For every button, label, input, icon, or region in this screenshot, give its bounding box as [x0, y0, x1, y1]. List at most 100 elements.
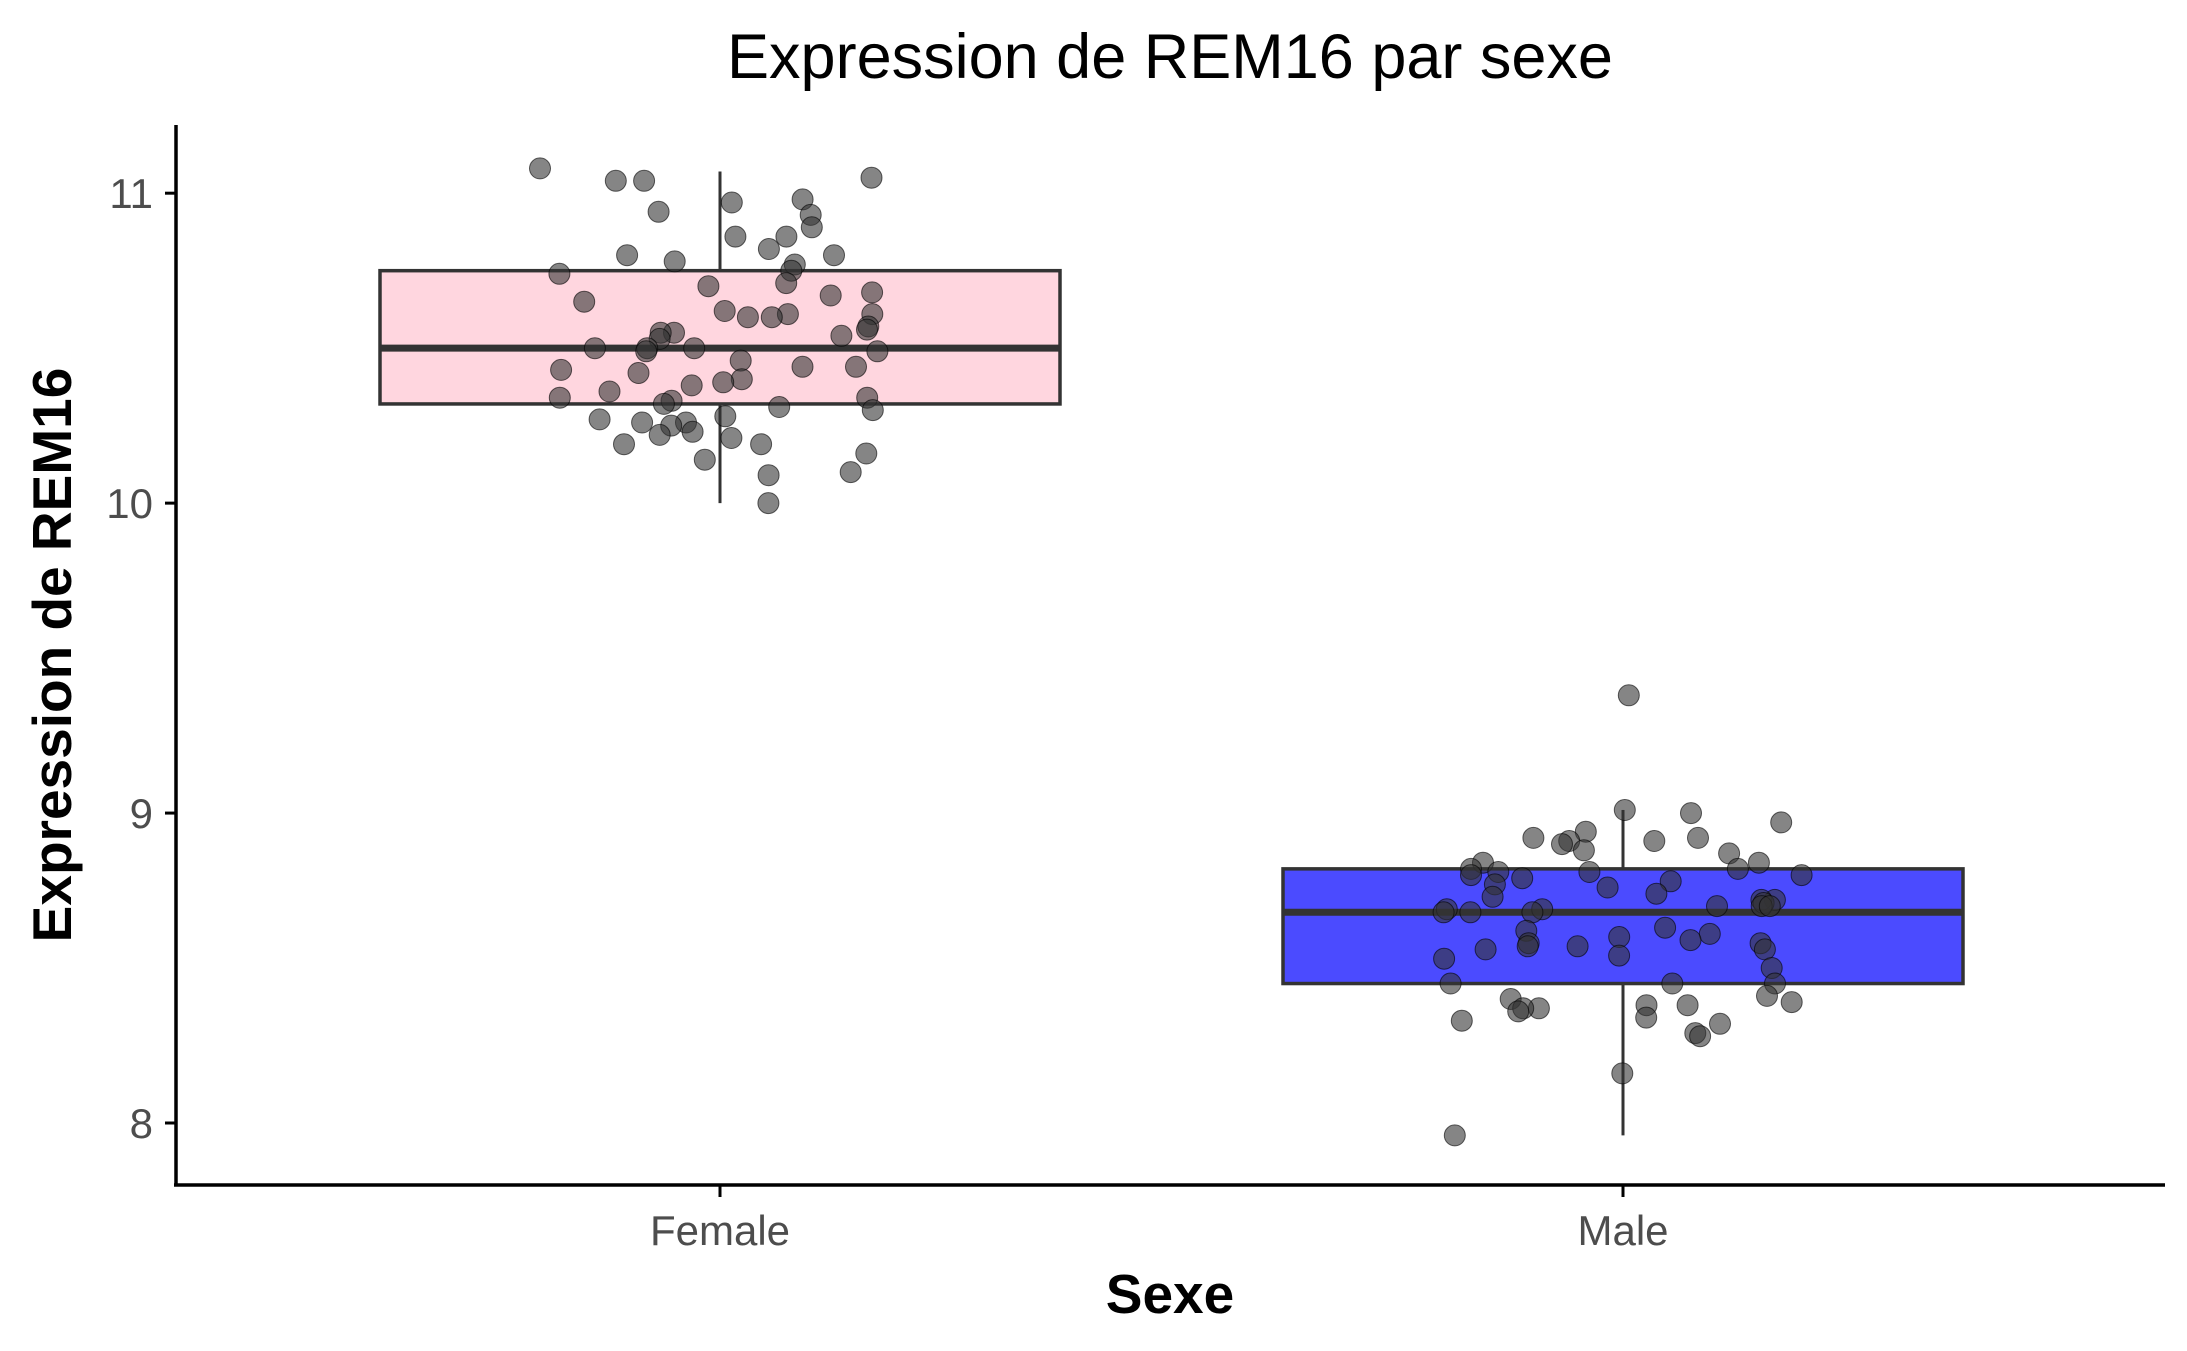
data-point	[548, 262, 571, 285]
data-point	[1608, 944, 1631, 967]
data-point	[720, 427, 743, 449]
y-tick-label: 9	[130, 790, 153, 837]
data-point	[736, 306, 759, 329]
data-point	[1511, 867, 1534, 890]
data-point	[1617, 684, 1640, 707]
data-point	[1572, 839, 1595, 862]
data-point	[757, 464, 780, 487]
data-point	[750, 433, 773, 456]
data-point	[1566, 935, 1589, 958]
box-group-female	[378, 171, 1062, 504]
data-point	[730, 368, 753, 391]
data-point	[1661, 972, 1684, 995]
data-point	[1679, 929, 1702, 952]
y-tick-label: 11	[109, 170, 153, 217]
data-point	[1521, 901, 1544, 924]
box	[1281, 867, 1965, 986]
data-point	[1450, 1009, 1473, 1032]
box-group-male	[1281, 809, 1965, 1136]
data-point	[1481, 885, 1504, 908]
data-point	[1747, 851, 1770, 874]
data-point	[714, 405, 737, 428]
data-point	[1551, 833, 1573, 856]
data-point	[839, 461, 862, 484]
data-point	[1645, 882, 1668, 905]
data-point	[866, 340, 889, 363]
data-point	[800, 216, 823, 239]
y-axis-title: Expression de REM16	[21, 368, 83, 943]
data-point	[1439, 972, 1462, 995]
data-point	[1516, 935, 1539, 958]
data-point	[1611, 1062, 1634, 1085]
data-point	[680, 374, 703, 397]
data-point	[1689, 1025, 1712, 1048]
data-point	[1680, 802, 1702, 825]
data-point	[635, 340, 658, 363]
points-female	[529, 157, 889, 515]
data-point	[791, 355, 814, 378]
data-point	[529, 157, 551, 180]
data-point	[1756, 984, 1778, 1007]
data-point	[613, 433, 635, 456]
x-axis-ticks: Female Male	[650, 1185, 1669, 1254]
data-point	[598, 380, 621, 403]
data-point	[697, 275, 720, 298]
data-point	[1706, 895, 1728, 918]
data-point	[1578, 861, 1601, 883]
data-point	[712, 371, 735, 394]
data-point	[1433, 947, 1456, 970]
data-point	[1474, 938, 1497, 961]
data-point	[1443, 1124, 1466, 1147]
data-point	[775, 225, 798, 248]
data-point	[1790, 864, 1813, 887]
data-point	[1709, 1012, 1731, 1035]
y-tick-label: 8	[130, 1100, 153, 1147]
data-point	[1613, 799, 1636, 821]
data-point	[681, 420, 704, 443]
data-point	[861, 399, 884, 422]
data-point	[633, 169, 656, 192]
data-point	[768, 396, 791, 418]
x-tick-label: Male	[1577, 1207, 1668, 1254]
data-point	[631, 411, 654, 434]
data-point	[1654, 916, 1677, 939]
data-point	[1596, 876, 1619, 899]
data-point	[860, 166, 883, 189]
data-point	[729, 349, 752, 372]
data-point	[1770, 811, 1793, 834]
data-point	[1659, 870, 1682, 893]
data-point	[720, 191, 743, 214]
data-point	[855, 442, 878, 465]
data-point	[1753, 938, 1776, 961]
data-point	[583, 337, 606, 360]
data-point	[1726, 857, 1749, 880]
data-point	[713, 300, 736, 322]
data-point	[861, 281, 884, 304]
y-axis-ticks: 8 9 10 11	[106, 170, 176, 1147]
points-male	[1432, 684, 1813, 1147]
data-point	[823, 244, 845, 267]
data-point	[573, 290, 596, 313]
data-point	[830, 324, 853, 347]
data-point	[775, 272, 798, 295]
data-point	[652, 392, 675, 415]
data-point	[550, 358, 573, 381]
data-point	[1676, 994, 1699, 1017]
data-point	[588, 408, 611, 431]
data-point	[548, 386, 571, 409]
data-point	[604, 169, 627, 192]
data-point	[856, 318, 878, 341]
data-point	[1758, 895, 1781, 918]
data-point	[693, 448, 716, 471]
x-axis-title: Sexe	[1106, 1263, 1234, 1325]
data-point	[648, 423, 671, 446]
data-point	[760, 306, 783, 329]
data-point	[1698, 922, 1721, 945]
plot-area	[378, 157, 1965, 1147]
data-point	[1687, 826, 1709, 849]
data-point	[1522, 826, 1545, 849]
data-point	[1643, 830, 1666, 852]
data-point	[819, 284, 842, 307]
data-point	[663, 250, 686, 273]
